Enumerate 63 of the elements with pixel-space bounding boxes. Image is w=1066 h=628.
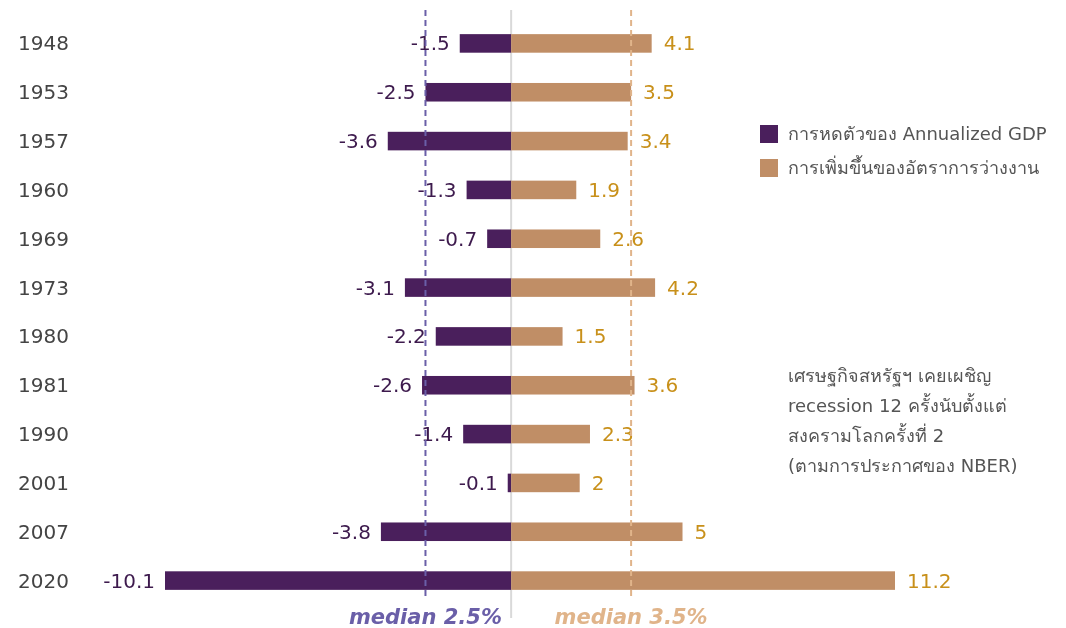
bar — [463, 424, 512, 444]
bar — [425, 82, 512, 102]
data-label: -3.8 — [331, 519, 371, 544]
bar — [459, 34, 512, 53]
y-tick-label: 1969 — [18, 226, 69, 251]
y-tick-label: 1948 — [18, 31, 69, 56]
bar — [487, 229, 512, 249]
data-label: -3.6 — [338, 129, 378, 154]
data-label: -2.6 — [373, 373, 413, 398]
data-label: 2.6 — [612, 226, 645, 251]
data-label: -0.1 — [458, 470, 498, 495]
data-label: -10.1 — [103, 568, 155, 593]
y-tick-label: 1953 — [18, 80, 69, 105]
data-label: 3.4 — [639, 129, 672, 154]
data-label: 4.2 — [667, 275, 699, 300]
bar — [422, 375, 512, 395]
bar — [511, 327, 563, 346]
bar — [511, 278, 656, 297]
bar — [511, 375, 635, 395]
data-label: 11.2 — [907, 568, 952, 593]
bar — [511, 473, 580, 493]
bar — [511, 571, 895, 590]
data-label: 5 — [694, 519, 708, 544]
bar — [511, 34, 652, 53]
data-label: -2.5 — [376, 80, 416, 105]
bar — [387, 131, 512, 151]
data-label: 2 — [591, 470, 605, 495]
y-tick-label: 1980 — [18, 324, 69, 349]
data-label: 2.3 — [601, 422, 634, 447]
data-label: 3.6 — [646, 373, 679, 398]
ref-line-label: median 3.5% — [554, 605, 708, 628]
bar — [511, 180, 577, 200]
ref-line-label: median 2.5% — [348, 605, 502, 628]
bar — [380, 522, 512, 542]
data-label: -1.3 — [417, 177, 457, 202]
annotation: เศรษฐกิจสหรัฐฯ เคยเผชิญ recession 12 ครั้งนับตั้งแต่ สงครามโลกครั้งที่ 2 (ตามการประกาศของ NBER) — [788, 365, 1018, 476]
bar — [511, 131, 628, 151]
bar — [511, 424, 590, 444]
y-tick-label: 1957 — [18, 129, 69, 154]
legend-label: การเพิ่มขึ้นของอัตราการว่างงาน — [788, 155, 1039, 179]
data-label: 1.9 — [588, 177, 621, 202]
data-label: -2.2 — [386, 324, 426, 349]
data-label: -1.4 — [414, 422, 454, 447]
y-tick-label: 2020 — [18, 568, 69, 593]
data-label: 1.5 — [574, 324, 607, 349]
y-tick-label: 1981 — [18, 373, 69, 398]
y-tick-label: 2001 — [18, 470, 69, 495]
bar — [165, 571, 512, 590]
y-tick-label: 1960 — [18, 177, 69, 202]
bar — [511, 229, 601, 249]
data-label: -0.7 — [438, 226, 478, 251]
legend-label: การหดตัวของ Annualized GDP — [788, 123, 1047, 145]
data-label: -3.1 — [355, 275, 395, 300]
y-tick-label: 1973 — [18, 275, 69, 300]
y-tick-label: 1990 — [18, 422, 69, 447]
data-label: 4.1 — [663, 31, 696, 56]
bar — [511, 522, 683, 542]
data-label: 3.5 — [643, 80, 675, 105]
y-tick-label: 2007 — [18, 519, 69, 544]
bar — [466, 180, 512, 200]
bar — [404, 278, 512, 297]
bar — [511, 82, 632, 102]
bar — [435, 327, 512, 346]
